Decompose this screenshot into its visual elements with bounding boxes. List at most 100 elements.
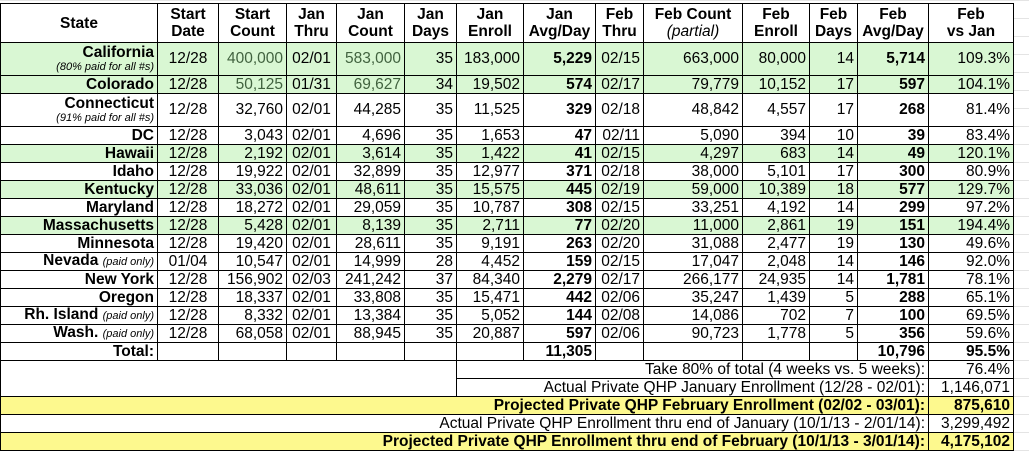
empty-cell <box>286 342 337 361</box>
cell-jan-thru: 02/01 <box>286 324 337 343</box>
cell-feb-days: 10 <box>809 126 858 145</box>
cell-jan-count: 28,611 <box>336 234 405 253</box>
cell-jan-enroll: 15,471 <box>456 288 524 307</box>
cell-feb-avg-day: 300 <box>857 162 929 181</box>
header-line-1: Jan <box>546 6 573 23</box>
table-row: Connecticut (91% paid for all #s) 12/28 32… <box>0 93 1014 127</box>
state-name: New York <box>84 270 154 288</box>
header-line-1: Start <box>234 6 271 23</box>
state-name: Oregon <box>98 288 154 306</box>
cell-feb-thru: 02/17 <box>595 270 644 289</box>
cell-jan-thru: 02/01 <box>286 180 337 199</box>
empty-cell <box>456 342 524 361</box>
cell-jan-count: 88,945 <box>336 324 405 343</box>
cell-feb-thru: 02/08 <box>595 306 644 325</box>
cell-feb-avg-day: 1,781 <box>857 270 929 289</box>
cell-feb-enroll: 4,557 <box>742 93 810 127</box>
cell-jan-enroll: 1,422 <box>456 144 524 163</box>
cell-jan-avg-day: 47 <box>523 126 596 145</box>
cell-feb-thru: 02/06 <box>595 324 644 343</box>
cell-feb-count-partial-: 35,247 <box>643 288 743 307</box>
state-cell: Colorado <box>0 75 158 94</box>
state-name: Wash. <box>53 324 99 341</box>
cell-feb-count-partial-: 5,090 <box>643 126 743 145</box>
total-jan-avg: 11,305 <box>523 342 596 361</box>
cell-jan-days: 35 <box>404 288 457 307</box>
cell-jan-thru: 02/01 <box>286 252 337 271</box>
header-line-1: Feb <box>605 6 634 23</box>
state-cell: Minnesota <box>0 234 158 253</box>
table-row: Maryland 12/28 18,272 02/01 29,059 35 10,787 30… <box>0 198 1014 217</box>
cell-feb-vs-jan: 194.4% <box>928 216 1014 235</box>
total-feb-vs-jan: 95.5% <box>928 342 1014 361</box>
cell-jan-days: 35 <box>404 126 457 145</box>
state-cell: Kentucky <box>0 180 158 199</box>
state-note: (80% paid for all #s) <box>56 61 154 73</box>
summary-label: Actual Private QHP Enrollment thru end o… <box>0 414 929 433</box>
state-cell: Nevada (paid only) <box>0 252 158 271</box>
state-name: Hawaii <box>104 144 154 162</box>
state-cell: Hawaii <box>0 144 158 163</box>
cell-jan-count: 44,285 <box>336 93 405 127</box>
cell-jan-count: 583,000 <box>336 42 405 76</box>
header-line-2: Thru <box>294 23 329 40</box>
cell-start-count: 32,760 <box>218 93 287 127</box>
cell-jan-count: 14,999 <box>336 252 405 271</box>
spacer <box>0 378 457 397</box>
total-row: Total: 11,305 10,796 95.5% <box>0 342 1014 361</box>
empty-cell <box>809 342 858 361</box>
table-row: Colorado 12/28 50,125 01/31 69,627 34 19,502 57… <box>0 75 1014 94</box>
state-cell: California (80% paid for all #s) <box>0 42 158 76</box>
summary-row: Actual Private QHP January Enrollment (1… <box>0 378 1014 397</box>
cell-jan-count: 241,242 <box>336 270 405 289</box>
empty-cell <box>218 342 287 361</box>
cell-feb-avg-day: 288 <box>857 288 929 307</box>
cell-jan-enroll: 84,340 <box>456 270 524 289</box>
cell-feb-count-partial-: 79,779 <box>643 75 743 94</box>
cell-jan-avg-day: 41 <box>523 144 596 163</box>
column-header: Jan Count <box>336 3 405 43</box>
cell-feb-thru: 02/15 <box>595 144 644 163</box>
cell-feb-enroll: 1,439 <box>742 288 810 307</box>
header-line-2: Count <box>230 23 275 40</box>
cell-jan-count: 8,139 <box>336 216 405 235</box>
cell-feb-days: 18 <box>809 180 858 199</box>
cell-jan-avg-day: 263 <box>523 234 596 253</box>
cell-jan-count: 29,059 <box>336 198 405 217</box>
cell-jan-avg-day: 371 <box>523 162 596 181</box>
cell-start-date: 12/28 <box>157 75 219 94</box>
state-name: California <box>82 44 154 61</box>
cell-jan-count: 69,627 <box>336 75 405 94</box>
cell-jan-enroll: 1,653 <box>456 126 524 145</box>
cell-feb-count-partial-: 38,000 <box>643 162 743 181</box>
column-header: Feb Avg/Day <box>857 3 929 43</box>
cell-jan-count: 32,899 <box>336 162 405 181</box>
summary-value: 1,146,071 <box>928 378 1014 397</box>
cell-start-count: 2,192 <box>218 144 287 163</box>
cell-jan-count: 13,384 <box>336 306 405 325</box>
cell-jan-thru: 02/01 <box>286 234 337 253</box>
cell-feb-count-partial-: 48,842 <box>643 93 743 127</box>
cell-jan-avg-day: 442 <box>523 288 596 307</box>
cell-jan-thru: 02/01 <box>286 306 337 325</box>
header-line-2: Days <box>814 23 853 40</box>
summary-value: 4,175,102 <box>928 432 1014 451</box>
column-header: Start Count <box>218 3 287 43</box>
column-header: Jan Enroll <box>456 3 524 43</box>
cell-jan-thru: 01/31 <box>286 75 337 94</box>
cell-start-count: 33,036 <box>218 180 287 199</box>
column-header: Jan Days <box>404 3 457 43</box>
cell-jan-days: 35 <box>404 42 457 76</box>
cell-jan-enroll: 20,887 <box>456 324 524 343</box>
cell-start-date: 01/04 <box>157 252 219 271</box>
total-feb-avg: 10,796 <box>857 342 929 361</box>
cell-feb-avg-day: 268 <box>857 93 929 127</box>
cell-jan-enroll: 19,502 <box>456 75 524 94</box>
header-line-1: Feb Count <box>654 6 732 23</box>
cell-feb-days: 5 <box>809 288 858 307</box>
cell-jan-days: 35 <box>404 306 457 325</box>
total-label: Total: <box>0 342 158 361</box>
cell-jan-days: 37 <box>404 270 457 289</box>
cell-feb-vs-jan: 81.4% <box>928 93 1014 127</box>
cell-jan-days: 28 <box>404 252 457 271</box>
